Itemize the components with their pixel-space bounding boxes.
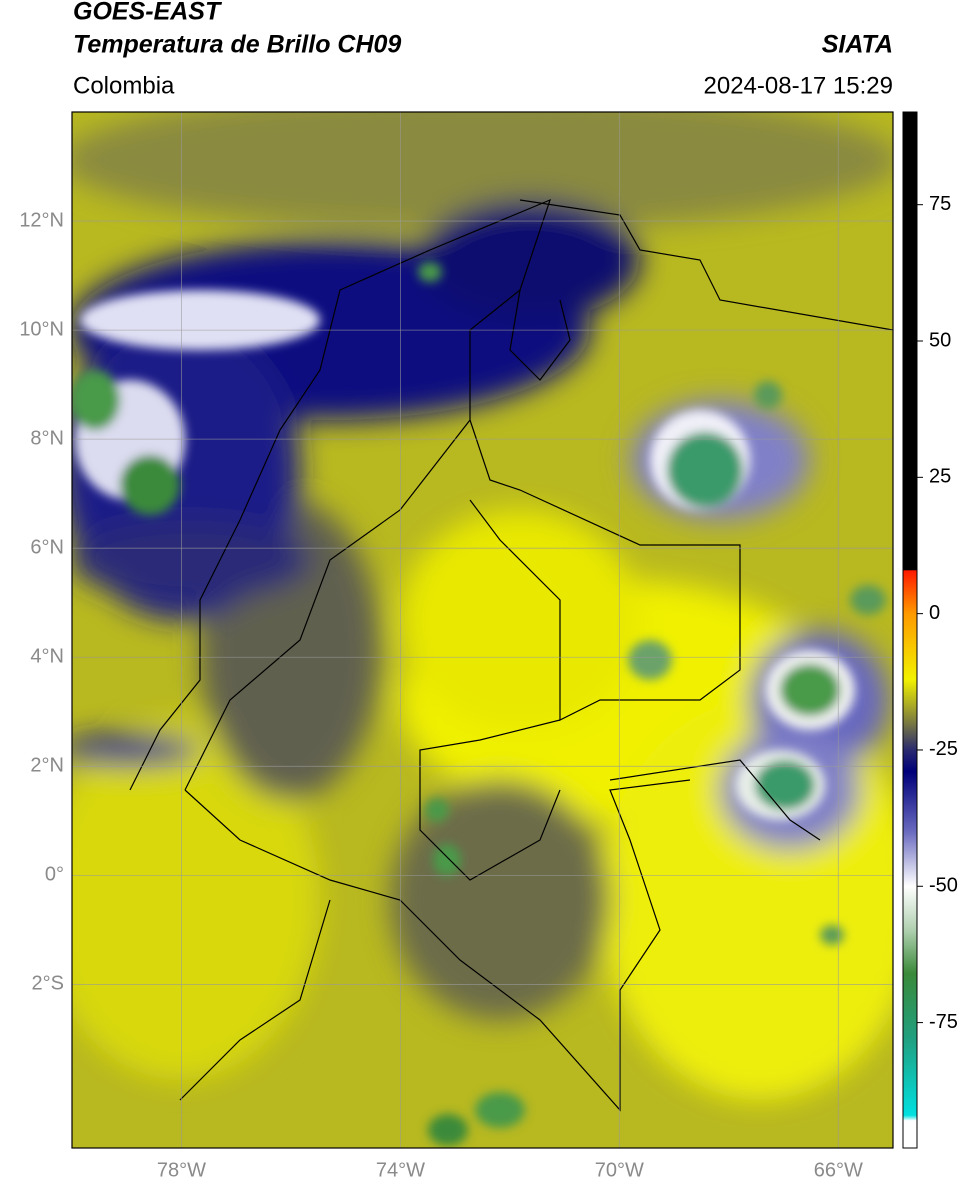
product: Temperatura de Brillo CH09 [73, 31, 401, 59]
colorbar-tick-label: -25 [929, 738, 958, 760]
lat-label: 6°N [30, 536, 64, 558]
satellite: GOES-EAST [73, 0, 223, 26]
colorbar-tick-label: -50 [929, 875, 958, 897]
colorbar-tick-label: 25 [929, 466, 951, 488]
lat-label: 10°N [19, 318, 64, 340]
lat-label: 0° [45, 864, 64, 886]
lon-label: 78°W [157, 1159, 206, 1181]
lat-label: 4°N [30, 646, 64, 668]
datetime: 2024-08-17 15:29 [704, 72, 894, 99]
colorbar-tick-label: 50 [929, 329, 951, 351]
colorbar [902, 111, 918, 1149]
lon-label: 74°W [376, 1159, 425, 1181]
colorbar-tick-label: 0 [929, 602, 940, 624]
lat-label: 12°N [19, 209, 64, 231]
map-frame [71, 111, 894, 1149]
satellite-image [72, 112, 893, 1148]
region: Colombia [73, 72, 175, 99]
lat-label: 2°S [32, 973, 64, 995]
colorbar-tick-label: -75 [929, 1011, 958, 1033]
graticule [72, 112, 893, 1148]
lat-label: 8°N [30, 427, 64, 449]
source: SIATA [822, 31, 893, 59]
lon-label: 70°W [595, 1159, 644, 1181]
lat-label: 2°N [30, 755, 64, 777]
lon-label: 66°W [814, 1159, 863, 1181]
colorbar-tick-label: 75 [929, 193, 951, 215]
